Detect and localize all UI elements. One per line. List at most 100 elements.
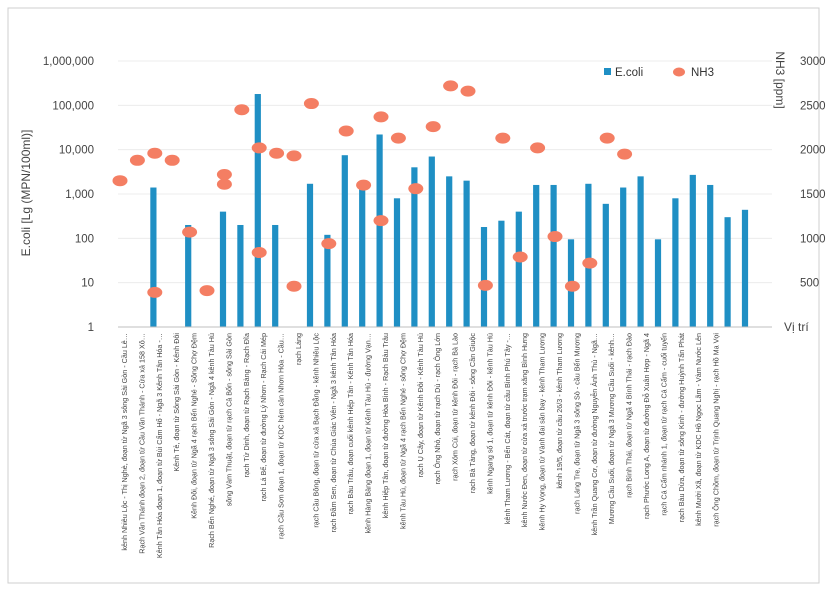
ecoli-bar: [480, 227, 488, 327]
category-label: kênh 19/5, đoạn từ cầu 26/3 - kênh Tham …: [555, 333, 564, 489]
category-labels: kênh Nhiêu Lộc - Thị Nghè, đoạn từ Ngã 3…: [120, 333, 721, 558]
ecoli-bar: [185, 224, 192, 327]
y-axis-left-title: E.coli [Lg (MPN/100ml)]: [19, 130, 33, 257]
nh3-point: [112, 175, 128, 187]
nh3-point: [147, 286, 163, 298]
nh3-point: [251, 142, 267, 154]
nh3-point: [356, 179, 372, 191]
category-label: kênh Mười Xã, đoạn từ KDC Hồ Ngọc Lãm - …: [694, 333, 703, 526]
category-label: kênh Trần Quang Cơ, đoạn từ đường Nguyễn…: [590, 333, 599, 535]
nh3-point: [129, 154, 145, 166]
nh3-point: [251, 247, 267, 259]
category-label: kênh Tham Lương - Bến Cát, đoạn từ cầu B…: [503, 333, 512, 524]
x-axis-end-label: Vị trí: [784, 320, 809, 334]
ecoli-bar: [359, 188, 366, 327]
ecoli-bar: [272, 224, 279, 327]
category-label: kênh Nhiêu Lộc - Thị Nghè, đoạn từ Ngã 3…: [120, 333, 129, 551]
y-tick-label: 10: [81, 278, 94, 290]
ecoli-bar: [150, 187, 157, 327]
legend-ecoli-label: E.coli: [615, 67, 643, 79]
nh3-point: [512, 251, 528, 263]
category-label: kênh Ngang số 1, đoạn từ kênh Đôi - kênh…: [485, 333, 494, 494]
y2-tick-label: 500: [800, 278, 819, 290]
category-label: rạch Láng: [294, 333, 303, 365]
nh3-point: [373, 215, 389, 227]
ecoli-bar: [306, 183, 314, 327]
ecoli-bar: [446, 176, 453, 327]
category-label: kênh Hàng Bàng đoạn 1, đoạn từ Kênh Tàu …: [364, 333, 373, 533]
y-axis-right-title: NH3 [ppm]: [773, 51, 787, 108]
nh3-point: [234, 104, 250, 116]
category-label: rạch Đầm Sen, đoạn từ Chùa Giác Viên - N…: [329, 333, 338, 533]
nh3-point: [564, 280, 580, 292]
ecoli-bar: [689, 174, 696, 327]
ecoli-bar: [254, 94, 261, 327]
ecoli-bar: [550, 184, 557, 327]
y-tick-label: 1,000,000: [43, 56, 94, 68]
category-label: Rạch Văn Thánh đoạn 2, đoạn từ Cầu Văn T…: [137, 333, 146, 554]
ecoli-bar: [533, 184, 540, 327]
nh3-point: [460, 85, 476, 97]
nh3-point: [425, 121, 441, 133]
ecoli-bar: [585, 183, 592, 327]
category-label: rạch Ông Chồm, đoạn từ Trịnh Quang Nghị …: [712, 333, 721, 527]
category-label: rạch Cầu Sơn đoạn 1, đoạn từ KDC hẻm cản…: [277, 333, 286, 539]
gridlines: [118, 60, 772, 284]
category-label: Kênh Tẻ, đoạn từ Sông Sài Gòn - Kênh Đôi: [172, 333, 181, 472]
nh3-point: [408, 183, 424, 195]
ecoli-bar: [463, 180, 470, 327]
nh3-point: [582, 257, 598, 269]
category-label: kênh Nước Đen, đoạn từ cửa xả trước trạm…: [520, 333, 529, 527]
nh3-point: [216, 168, 232, 180]
nh3-point: [599, 132, 615, 144]
y2-tick-label: 2000: [800, 145, 826, 157]
y-tick-label: 1: [88, 322, 94, 334]
nh3-point: [164, 154, 180, 166]
nh3-point: [269, 147, 285, 159]
category-label: kênh Tàu Hủ, đoạn từ Ngã 4 rạch Bến Nghé…: [398, 333, 407, 529]
nh3-point: [286, 280, 302, 292]
ecoli-bar: [341, 155, 348, 327]
ecoli-bar: [219, 211, 227, 327]
ecoli-bar: [654, 239, 662, 327]
category-label: rạch Từ Dinh, đoạn từ Rạch Bàng - Rạch Đ…: [242, 333, 251, 478]
category-label: rạch Ông Nhỏ, đoạn từ rạch Dù - rạch Ông…: [433, 333, 442, 484]
ecoli-bar: [393, 198, 401, 327]
y2-tick-label: 1500: [800, 189, 826, 201]
nh3-point: [286, 150, 302, 162]
ecoli-bar: [602, 203, 609, 327]
nh3-point: [338, 125, 354, 137]
y2-tick-label: 2500: [800, 100, 826, 112]
ecoli-bar: [376, 134, 383, 327]
right-axis-ticks: 500 1000 1500 2000 2500 3000: [800, 56, 826, 290]
legend: E.coli NH3: [604, 67, 714, 79]
category-label: rạch Bàu Trâu, đoạn cuối kênh Hiệp Tân -…: [346, 333, 355, 515]
ecoli-bar: [515, 211, 522, 327]
nh3-point: [321, 238, 337, 250]
category-label: kênh Hiệp Tân, đoạn từ đường Hòa Bình - …: [381, 333, 390, 518]
nh3-point: [199, 285, 215, 297]
y-tick-label: 10,000: [59, 145, 94, 157]
nh3-point: [443, 80, 459, 92]
ecoli-bar: [637, 176, 644, 327]
y-tick-label: 100,000: [52, 100, 94, 112]
y-tick-label: 100: [75, 233, 94, 245]
category-label: rạch Xóm Củi, đoạn từ kênh Đôi - rạch Bà…: [451, 333, 460, 481]
nh3-point: [530, 142, 546, 154]
nh3-point: [182, 226, 198, 238]
nh3-point: [373, 111, 389, 123]
y-tick-label: 1,000: [65, 189, 94, 201]
ecoli-bar: [620, 187, 627, 327]
category-label: rạch Cầu Bông, đoạn từ cửa xả Bạch Đằng …: [311, 333, 320, 528]
nh3-point: [547, 231, 563, 243]
ecoli-bar: [724, 217, 731, 327]
nh3-point: [390, 132, 406, 144]
ecoli-bar: [741, 209, 749, 327]
category-label: rạch Bà Tàng, đoạn từ kênh Đôi - sông Cầ…: [468, 333, 477, 494]
nh3-points: [112, 80, 633, 298]
category-label: sông Vàm Thuật, đoạn từ rạch Cả Bốn - sô…: [224, 333, 233, 506]
nh3-point: [617, 148, 633, 160]
category-label: rạch Ụ Cây, đoạn từ Kênh Đôi - Kênh Tàu …: [416, 333, 425, 477]
category-label: rạch Cá Cấm nhánh 1, đoạn từ rạch Cá Cấm…: [659, 333, 668, 516]
